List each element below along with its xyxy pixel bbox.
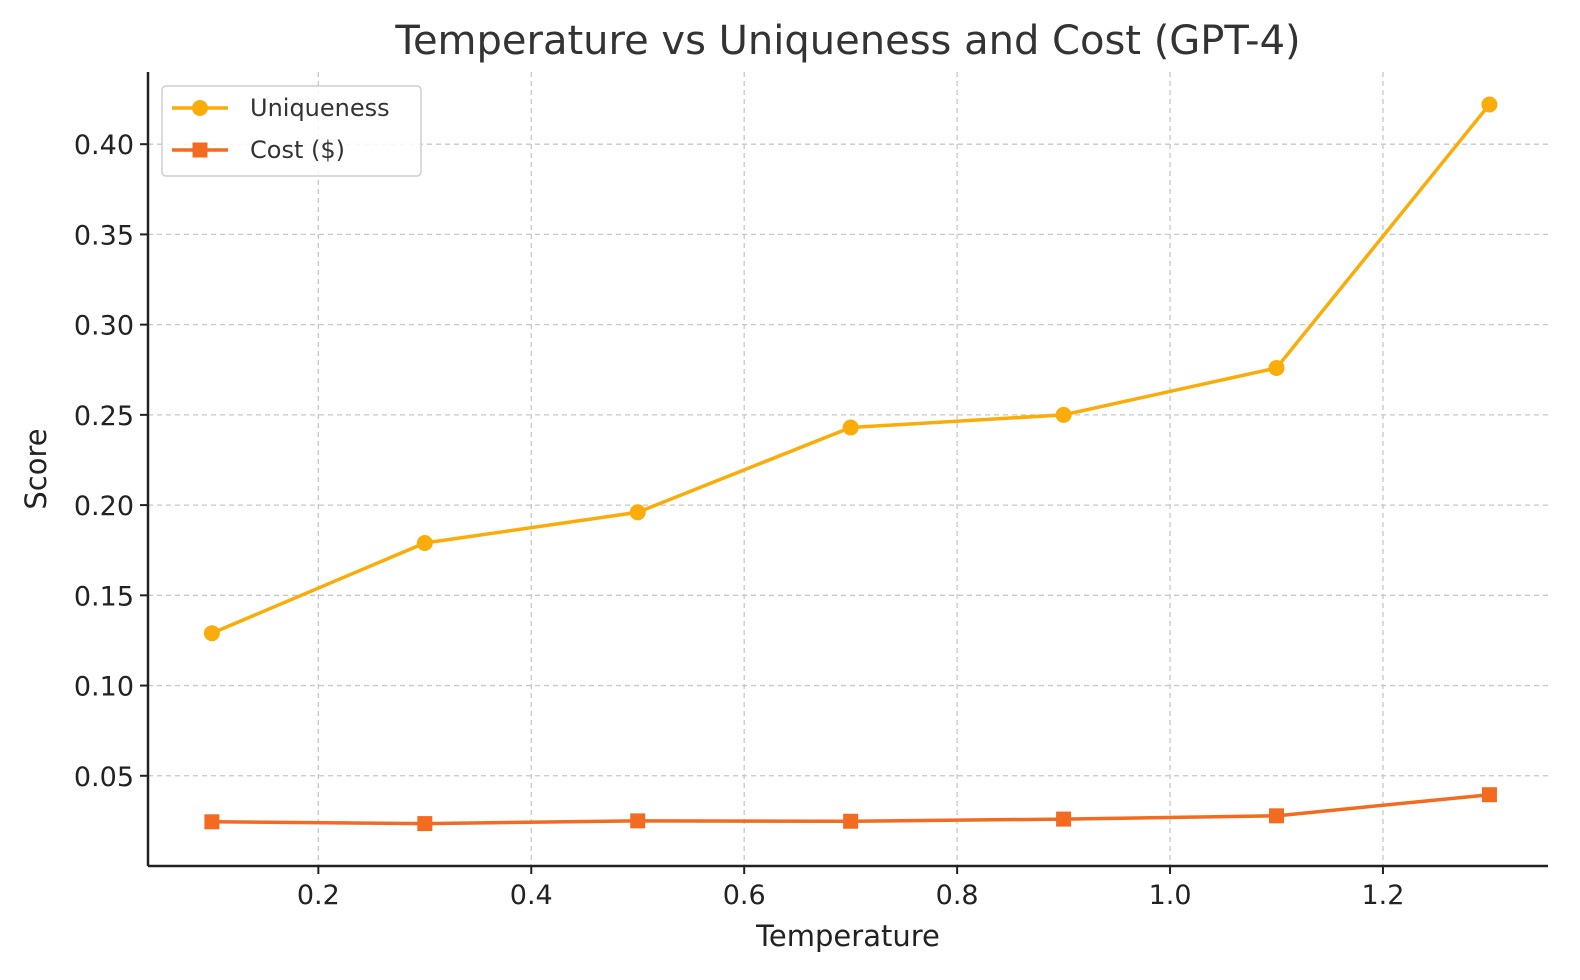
- y-tick-label: 0.35: [74, 220, 134, 251]
- y-tick-label: 0.40: [74, 130, 134, 161]
- chart-title: Temperature vs Uniqueness and Cost (GPT-…: [394, 18, 1300, 64]
- data-point: [1269, 808, 1285, 824]
- data-point: [203, 625, 220, 642]
- legend-item: Cost ($): [172, 136, 345, 164]
- legend-swatch-marker: [192, 142, 208, 158]
- y-tick-label: 0.10: [74, 672, 134, 703]
- x-tick-label: 0.6: [723, 880, 766, 911]
- axes: [146, 72, 1548, 868]
- grid-lines: [148, 72, 1548, 866]
- y-tick-label: 0.25: [74, 401, 134, 432]
- x-axis-label: Temperature: [755, 919, 940, 953]
- y-tick-label: 0.30: [74, 311, 134, 342]
- ticks: 0.2 0.4 0.6 0.8 1.0 1.2 0.05 0.10 0.15 0.20 0.25 0.…: [74, 130, 1405, 911]
- series-line: [211, 103, 1491, 635]
- y-tick-label: 0.20: [74, 491, 134, 522]
- series-uniqueness: [203, 96, 1498, 642]
- x-tick-label: 1.0: [1149, 880, 1192, 911]
- data-point: [843, 813, 859, 829]
- data-point: [1481, 787, 1497, 803]
- legend-label: Uniqueness: [250, 94, 390, 122]
- x-tick-label: 0.2: [297, 880, 340, 911]
- y-tick-label: 0.05: [74, 762, 134, 793]
- legend-items: Uniqueness Cost ($): [172, 94, 390, 164]
- data-point: [204, 814, 220, 830]
- data-point: [1268, 359, 1285, 376]
- y-axis-label: Score: [19, 428, 53, 509]
- legend-label: Cost ($): [250, 136, 345, 164]
- data-point: [416, 534, 433, 551]
- data-point: [1055, 406, 1072, 423]
- legend-swatch-marker: [192, 100, 208, 116]
- data-point: [1481, 96, 1498, 113]
- data-point: [630, 813, 646, 829]
- legend-item: Uniqueness: [172, 94, 390, 122]
- data-point: [1056, 811, 1072, 827]
- legend: Uniqueness Cost ($): [161, 85, 422, 177]
- data-point: [842, 419, 859, 436]
- x-tick-label: 1.2: [1362, 880, 1405, 911]
- x-tick-label: 0.8: [936, 880, 979, 911]
- series: [203, 96, 1498, 832]
- data-point: [417, 816, 433, 832]
- series-cost: [204, 787, 1497, 832]
- data-point: [629, 504, 646, 521]
- y-tick-label: 0.15: [74, 581, 134, 612]
- x-tick-label: 0.4: [510, 880, 553, 911]
